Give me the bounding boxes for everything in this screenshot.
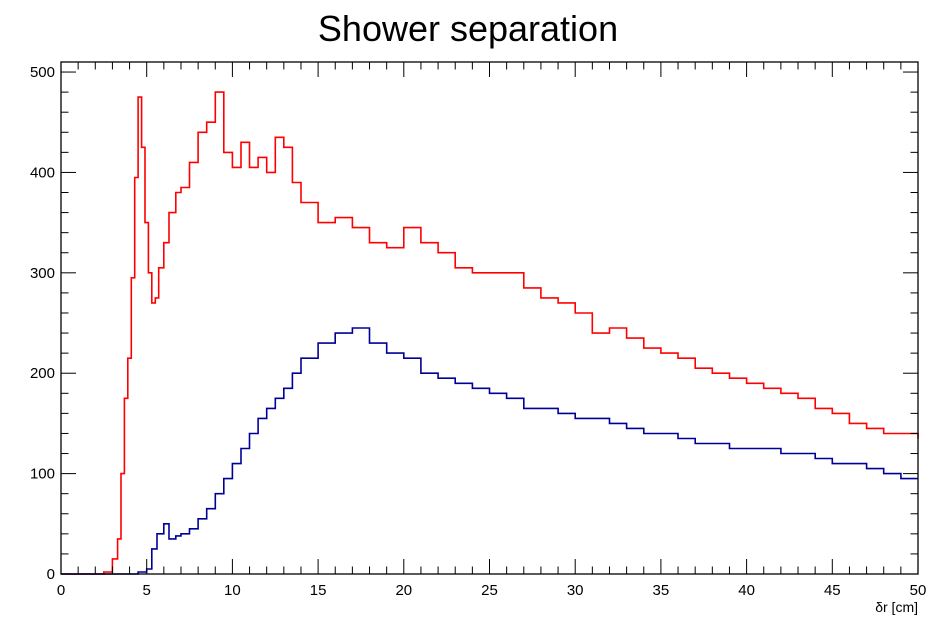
- x-tick-label: 35: [653, 582, 670, 599]
- x-axis-label: δr [cm]: [875, 599, 918, 615]
- plot-frame: [60, 61, 919, 575]
- x-tick-label: 45: [824, 582, 841, 599]
- x-tick-label: 25: [481, 582, 498, 599]
- x-tick-label: 10: [224, 582, 241, 599]
- chart-title: Shower separation: [318, 8, 618, 49]
- y-tick-label: 0: [47, 566, 55, 583]
- y-tick-label: 200: [30, 365, 55, 382]
- series-line-1: [61, 91, 919, 575]
- x-tick-label: 30: [567, 582, 584, 599]
- series-layer: [61, 91, 919, 575]
- y-tick-label: 500: [30, 64, 55, 81]
- x-tick-label: 50: [910, 582, 927, 599]
- y-tick-label: 400: [30, 164, 55, 181]
- series-line-2: [61, 327, 918, 575]
- x-tick-label: 15: [310, 582, 327, 599]
- y-tick-label: 100: [30, 466, 55, 483]
- y-tick-label: 300: [30, 265, 55, 282]
- x-tick-label: 20: [395, 582, 412, 599]
- x-tick-label: 0: [57, 582, 65, 599]
- x-tick-label: 5: [143, 582, 151, 599]
- x-tick-label: 40: [738, 582, 755, 599]
